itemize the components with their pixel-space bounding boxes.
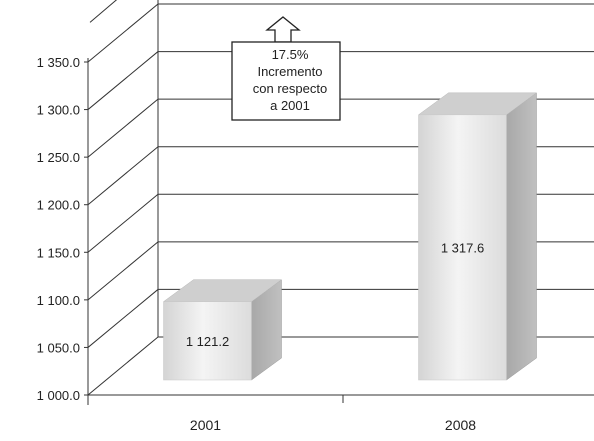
gridline-depth [87,289,159,348]
annotation-line: con respecto [253,81,327,96]
bar-data-label: 1 121.2 [186,334,229,349]
annotation-callout: 17.5% Incremento con respecto a 2001 [231,16,341,121]
bar [162,279,283,381]
annotation-line: 17.5% [272,47,309,62]
y-tick-label: 1 000.0 [37,388,80,403]
bar-front-face [418,114,507,381]
gridline-depth [87,51,159,110]
annotation-line: Incremento [257,64,322,79]
axes-layer [84,58,594,405]
x-tick-label: 2008 [445,417,476,433]
up-arrow-icon [265,16,301,43]
bars-layer [162,92,538,381]
bar [417,92,538,381]
annotation-box [231,41,341,121]
y-tick-label: 1 350.0 [37,55,80,70]
bar-side-face [506,92,537,381]
y-tick-label: 1 200.0 [37,198,80,213]
gridline-depth [87,336,159,396]
y-tick-label: 1 300.0 [37,103,80,118]
y-tick-label: 1 250.0 [37,150,80,165]
gridline-depth [87,241,159,301]
gridline-depth [89,0,118,23]
labels-layer: 1 000.0 1 050.0 1 100.0 1 150.0 1 200.0 1 250… [37,55,485,433]
x-tick-label: 2001 [190,417,221,433]
y-tick-label: 1 050.0 [37,340,80,355]
gridline-depth [87,146,159,206]
y-tick-label: 1 150.0 [37,245,80,260]
annotation-line: a 2001 [270,98,310,113]
bar-data-label: 1 317.6 [441,240,484,255]
bar-front-face [163,301,252,381]
gridline-depth [87,98,159,158]
y-tick-label: 1 100.0 [37,293,80,308]
gridline-depth [87,193,159,253]
gridline-depth [87,3,159,63]
